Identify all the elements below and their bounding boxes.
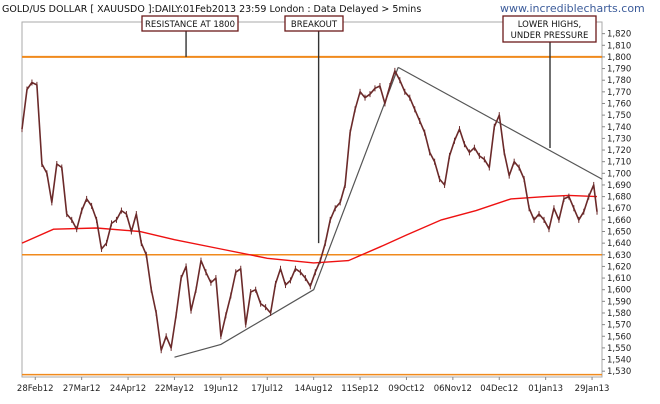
horizontal-levels — [22, 55, 602, 376]
y-tick-label: 1,670 — [607, 204, 631, 214]
x-tick-label: 14Aug12 — [295, 384, 333, 394]
trendline-0 — [174, 67, 399, 358]
y-tick-label: 1,610 — [607, 274, 631, 284]
x-tick-label: 28Feb12 — [17, 384, 54, 394]
annotation-box-lower-highs — [502, 15, 597, 43]
y-tick-label: 1,590 — [607, 297, 631, 307]
y-tick-label: 1,750 — [607, 111, 631, 121]
x-axis: 28Feb12 27Mar12 24Apr12 22May12 19Jun12 17Jul… — [17, 377, 610, 394]
x-tick-label: 29Jan13 — [575, 384, 610, 394]
moving-average-line — [21, 194, 598, 264]
watermark: www.incrediblecharts.com — [500, 2, 645, 15]
y-tick-label: 1,620 — [607, 262, 631, 272]
x-tick-label: 04Dec12 — [480, 384, 518, 394]
annotation-text: LOWER HIGHS, — [518, 20, 581, 30]
x-tick-label: 09Oct12 — [388, 384, 424, 394]
annotation-text: RESISTANCE AT 1800 — [145, 20, 235, 30]
y-tick-label: 1,730 — [607, 134, 631, 144]
y-tick-label: 1,700 — [607, 169, 631, 179]
y-tick-label: 1,600 — [607, 286, 631, 296]
y-tick-label: 1,580 — [607, 309, 631, 319]
x-tick-label: 24Apr12 — [110, 384, 146, 394]
annotation-box-resistance — [141, 15, 239, 32]
annotations: RESISTANCE AT 1800 BREAKOUT LOWER HIGHS,UN… — [141, 15, 597, 244]
x-tick-label: 01Jan13 — [528, 384, 563, 394]
chart-title: GOLD/US DOLLAR [ XAUUSDO ]:DAILY:01Feb20… — [2, 4, 421, 15]
y-tick-label: 1,530 — [607, 367, 631, 377]
y-tick-label: 1,540 — [607, 356, 631, 366]
annotation-box-breakout — [284, 15, 344, 32]
y-tick-label: 1,720 — [607, 146, 631, 156]
y-tick-label: 1,650 — [607, 228, 631, 238]
y-tick-label: 1,640 — [607, 239, 631, 249]
y-tick-label: 1,570 — [607, 321, 631, 331]
y-tick-label: 1,630 — [607, 251, 631, 261]
x-tick-label: 19Jun12 — [203, 384, 238, 394]
y-tick-label: 1,800 — [607, 53, 631, 63]
y-tick-label: 1,560 — [607, 332, 631, 342]
y-tick-label: 1,550 — [607, 344, 631, 354]
x-tick-label: 06Nov12 — [434, 384, 472, 394]
y-tick-label: 1,780 — [607, 76, 631, 86]
y-tick-label: 1,680 — [607, 193, 631, 203]
y-tick-label: 1,660 — [607, 216, 631, 226]
y-tick-label: 1,760 — [607, 99, 631, 109]
y-tick-label: 1,710 — [607, 158, 631, 168]
x-tick-label: 22May12 — [155, 384, 194, 394]
series-layer — [21, 67, 598, 354]
y-tick-label: 1,740 — [607, 123, 631, 133]
annotation-text: BREAKOUT — [291, 20, 338, 30]
y-tick-label: 1,810 — [607, 41, 631, 51]
x-tick-label: 27Mar12 — [63, 384, 101, 394]
annotation-text: UNDER PRESSURE — [511, 31, 589, 41]
y-tick-label: 1,820 — [607, 30, 631, 40]
y-tick-label: 1,690 — [607, 181, 631, 191]
x-tick-label: 11Sep12 — [341, 384, 379, 394]
x-tick-label: 17Jul12 — [251, 384, 283, 394]
y-tick-label: 1,790 — [607, 65, 631, 75]
y-tick-label: 1,770 — [607, 88, 631, 98]
